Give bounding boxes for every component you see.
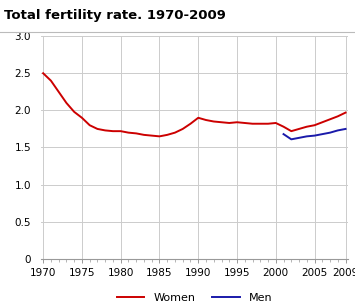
Women (227, 121, 231, 125)
Women (289, 129, 294, 133)
Men (297, 136, 301, 140)
Women (149, 134, 154, 138)
Men (343, 127, 348, 131)
Women (72, 110, 76, 114)
Men (336, 129, 340, 132)
Men (312, 134, 317, 138)
Men (289, 138, 294, 141)
Women (312, 123, 317, 127)
Women (64, 101, 69, 105)
Women (126, 131, 131, 135)
Women (56, 90, 61, 94)
Women (305, 125, 309, 129)
Women (119, 129, 123, 133)
Women (343, 111, 348, 114)
Men (305, 135, 309, 138)
Women (250, 122, 255, 126)
Women (173, 131, 177, 135)
Women (282, 125, 286, 129)
Women (95, 127, 99, 131)
Women (142, 133, 146, 137)
Line: Men: Men (284, 129, 345, 139)
Women (189, 122, 193, 126)
Line: Women: Women (43, 73, 345, 136)
Women (258, 122, 262, 126)
Women (88, 123, 92, 127)
Women (320, 120, 324, 124)
Women (103, 129, 107, 132)
Women (219, 120, 224, 124)
Legend: Women, Men: Women, Men (116, 293, 272, 301)
Women (111, 129, 115, 133)
Women (235, 120, 239, 124)
Men (320, 132, 324, 136)
Women (212, 120, 216, 123)
Women (80, 116, 84, 119)
Women (181, 127, 185, 131)
Text: Total fertility rate. 1970-2009: Total fertility rate. 1970-2009 (4, 9, 225, 22)
Women (274, 121, 278, 125)
Women (204, 118, 208, 122)
Men (328, 131, 332, 135)
Men (282, 132, 286, 136)
Women (336, 114, 340, 118)
Women (157, 135, 162, 138)
Women (165, 133, 169, 137)
Women (297, 127, 301, 131)
Women (242, 121, 247, 125)
Women (266, 122, 270, 126)
Women (49, 79, 53, 82)
Women (134, 132, 138, 135)
Women (41, 71, 45, 75)
Women (328, 117, 332, 121)
Women (196, 116, 200, 119)
